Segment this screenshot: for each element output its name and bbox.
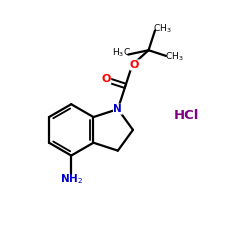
Text: O: O: [130, 60, 139, 70]
Text: H$_3$C: H$_3$C: [112, 46, 131, 59]
Text: HCl: HCl: [174, 109, 199, 122]
Text: CH$_3$: CH$_3$: [154, 22, 172, 35]
Text: O: O: [101, 74, 111, 84]
Text: N: N: [114, 104, 122, 114]
Text: CH$_3$: CH$_3$: [164, 51, 183, 63]
Text: NH$_2$: NH$_2$: [60, 172, 83, 186]
